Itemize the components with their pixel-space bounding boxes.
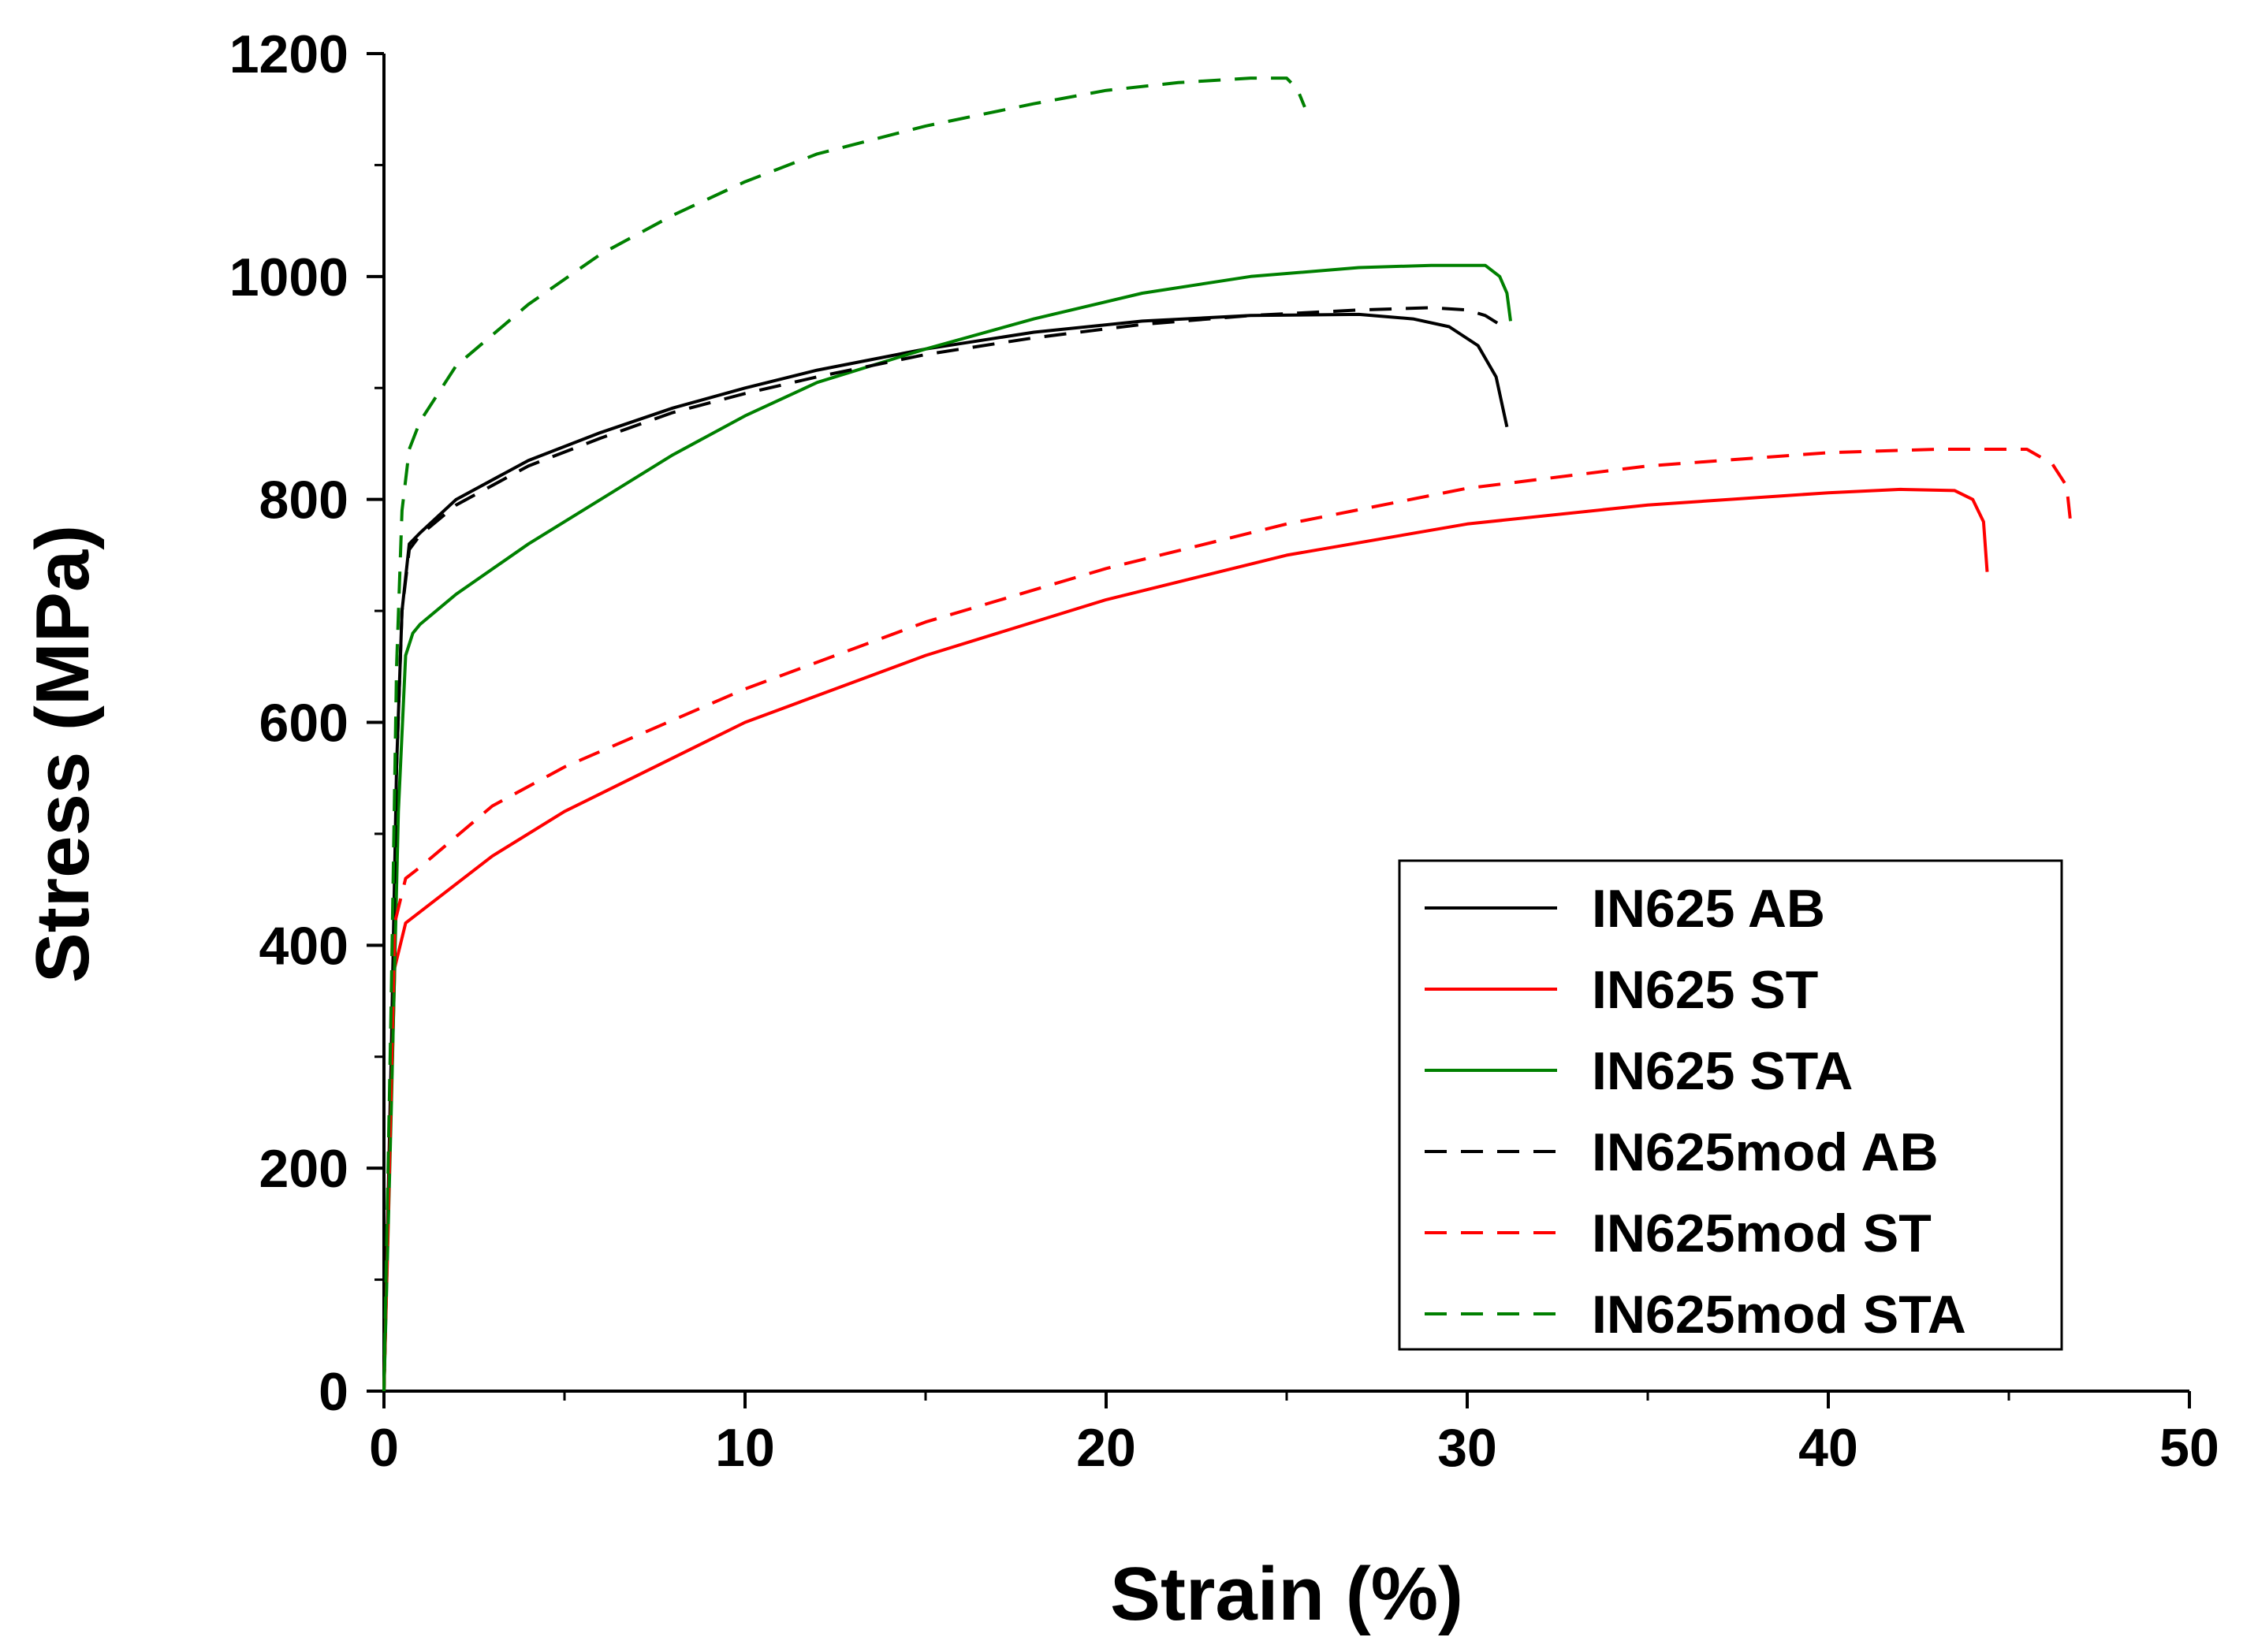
series-line-in625mod-ab: [382, 306, 1504, 1392]
legend-label: IN625 ST: [1592, 960, 1818, 1020]
y-axis-title: Stress (MPa): [20, 525, 105, 984]
x-axis-title: Strain (%): [1110, 1552, 1463, 1636]
y-tick-label: 1000: [229, 247, 348, 307]
x-tick-label: 20: [1076, 1418, 1136, 1478]
y-tick-label: 800: [259, 471, 348, 530]
x-tick-label: 0: [369, 1418, 399, 1478]
x-tick-label: 50: [2159, 1418, 2219, 1478]
series-line-in625mod-sta: [382, 76, 1306, 1392]
legend-label: IN625 STA: [1592, 1041, 1853, 1101]
x-tick-label: 10: [715, 1418, 775, 1478]
y-tick-label: 400: [259, 916, 348, 976]
series-line-in625-ab: [382, 312, 1509, 1392]
legend: IN625 AB IN625 ST IN625 STA IN625mod AB IN62…: [1398, 859, 2063, 1351]
legend-box: [1398, 859, 2063, 1351]
y-tick-label: 600: [259, 694, 348, 753]
axes: 0 10 20 30 40 50 0 200 400 600 800 1000 1200: [229, 24, 2219, 1478]
x-tick-label: 30: [1437, 1418, 1497, 1478]
series-line-in625mod-st: [382, 448, 2072, 1392]
x-tick-label: 40: [1798, 1418, 1858, 1478]
y-tick-label: 1200: [229, 24, 348, 84]
series-lines: [382, 76, 2072, 1392]
legend-label: IN625mod STA: [1592, 1285, 1966, 1345]
legend-label: IN625mod ST: [1592, 1204, 1932, 1263]
legend-label: IN625mod AB: [1592, 1122, 1939, 1182]
y-tick-label: 200: [259, 1139, 348, 1199]
series-line-in625-sta: [382, 263, 1512, 1392]
series-line-in625-st: [382, 487, 1989, 1392]
legend-label: IN625 AB: [1592, 879, 1825, 939]
y-tick-label: 0: [319, 1362, 348, 1422]
